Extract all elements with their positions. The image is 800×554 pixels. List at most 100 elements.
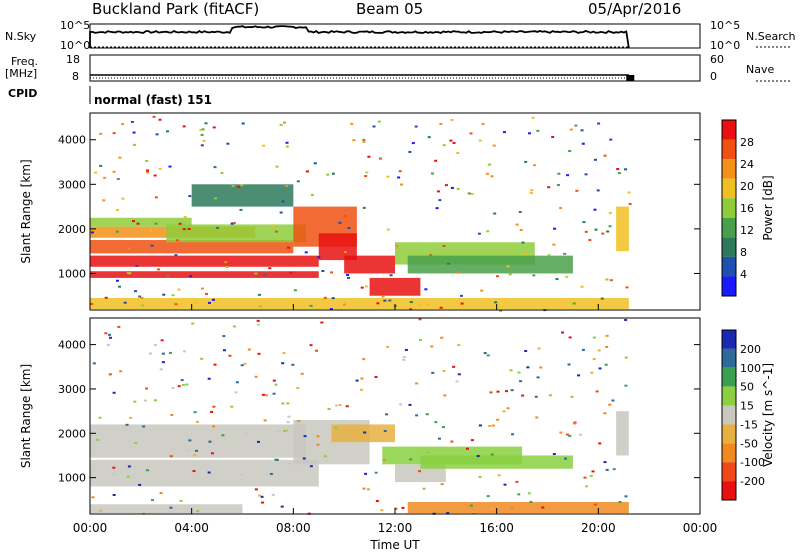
velocity-speckle bbox=[269, 472, 273, 475]
velocity-colorbar-tick: -100 bbox=[740, 456, 765, 469]
power-speckle bbox=[588, 238, 592, 241]
power-speckle bbox=[226, 142, 230, 145]
power-speckle bbox=[132, 131, 136, 134]
velocity-speckle bbox=[296, 387, 300, 390]
velocity-speckle bbox=[624, 384, 628, 387]
velocity-ylabel: Slant Range [km] bbox=[19, 364, 33, 468]
power-speckle bbox=[212, 126, 216, 129]
power-speckle bbox=[408, 150, 412, 153]
velocity-speckle bbox=[309, 344, 313, 347]
velocity-speckle bbox=[133, 400, 137, 403]
velocity-speckle bbox=[185, 383, 189, 386]
power-colorbar-segment bbox=[722, 217, 736, 238]
velocity-speckle bbox=[548, 394, 552, 397]
velocity-speckle bbox=[598, 367, 602, 370]
power-speckle bbox=[239, 208, 243, 211]
velocity-speckle bbox=[119, 370, 123, 373]
velocity-speckle bbox=[285, 429, 289, 432]
velocity-speckle bbox=[488, 424, 492, 427]
power-speckle bbox=[594, 228, 598, 231]
power-speckle bbox=[135, 264, 139, 267]
velocity-speckle bbox=[443, 394, 447, 397]
velocity-speckle bbox=[304, 461, 308, 464]
power-speckle bbox=[595, 304, 599, 307]
velocity-speckle bbox=[98, 416, 102, 419]
power-speckle bbox=[90, 231, 94, 234]
freq-tick-low: 8 bbox=[72, 70, 79, 83]
power-speckle bbox=[99, 132, 103, 135]
power-speckle bbox=[459, 294, 463, 297]
power-ytick-label: 1000 bbox=[58, 267, 86, 280]
velocity-speckle bbox=[380, 509, 384, 512]
velocity-speckle bbox=[291, 363, 295, 366]
velocity-colorbar-tick: -50 bbox=[740, 437, 758, 450]
freq-panel-frame bbox=[89, 54, 701, 82]
velocity-speckle bbox=[581, 348, 585, 351]
power-speckle bbox=[584, 230, 588, 233]
noise-panel-frame bbox=[89, 23, 701, 49]
power-speckle bbox=[439, 122, 443, 125]
velocity-ytick-label: 4000 bbox=[58, 339, 86, 352]
velocity-speckle bbox=[510, 389, 514, 392]
power-speckle bbox=[118, 156, 122, 159]
velocity-speckle bbox=[297, 420, 301, 423]
power-speckle bbox=[529, 191, 533, 194]
nsky-tick-low: 10^0 bbox=[60, 39, 91, 52]
power-speckle bbox=[414, 125, 418, 128]
velocity-speckle bbox=[300, 372, 304, 375]
velocity-speckle bbox=[278, 430, 282, 433]
power-speckle bbox=[557, 172, 561, 175]
power-speckle bbox=[126, 272, 130, 275]
velocity-echo-region-6 bbox=[420, 455, 573, 469]
velocity-colorbar-tick: 200 bbox=[740, 343, 761, 356]
velocity-speckle bbox=[159, 492, 163, 495]
velocity-speckle bbox=[527, 492, 531, 495]
power-speckle bbox=[469, 132, 473, 135]
power-speckle bbox=[193, 301, 197, 304]
power-speckle bbox=[581, 142, 585, 145]
velocity-speckle bbox=[209, 410, 213, 413]
velocity-speckle bbox=[418, 339, 422, 342]
velocity-colorbar-segment bbox=[722, 386, 736, 406]
velocity-speckle bbox=[425, 451, 429, 454]
power-echo-region-13 bbox=[191, 184, 294, 207]
power-colorbar-tick: 12 bbox=[740, 224, 754, 237]
power-speckle bbox=[388, 299, 392, 302]
power-speckle bbox=[565, 275, 569, 278]
power-speckle bbox=[331, 297, 335, 300]
velocity-speckle bbox=[159, 368, 163, 371]
velocity-speckle bbox=[271, 493, 275, 496]
velocity-speckle bbox=[559, 431, 563, 434]
velocity-speckle bbox=[457, 344, 461, 347]
cpid-value: normal (fast) 151 bbox=[94, 93, 212, 107]
power-speckle bbox=[452, 141, 456, 144]
power-speckle bbox=[532, 274, 536, 277]
velocity-colorbar-frame bbox=[721, 329, 737, 501]
velocity-speckle bbox=[430, 345, 434, 348]
power-speckle bbox=[200, 287, 204, 290]
power-speckle bbox=[274, 230, 278, 233]
velocity-speckle bbox=[315, 349, 319, 352]
power-speckle bbox=[141, 304, 145, 307]
power-speckle bbox=[627, 191, 631, 194]
velocity-speckle bbox=[490, 453, 494, 456]
power-echo-region-8 bbox=[344, 255, 395, 274]
velocity-speckle bbox=[604, 363, 608, 366]
velocity-speckle bbox=[230, 405, 234, 408]
power-echo-region-11 bbox=[407, 255, 573, 274]
velocity-speckle bbox=[264, 394, 268, 397]
velocity-speckle bbox=[539, 366, 543, 369]
velocity-speckle bbox=[418, 470, 422, 473]
velocity-speckle bbox=[470, 439, 474, 442]
power-speckle bbox=[597, 122, 601, 125]
velocity-speckle bbox=[465, 447, 469, 450]
power-speckle bbox=[174, 303, 178, 306]
velocity-speckle bbox=[146, 469, 150, 472]
velocity-echo-region-1 bbox=[90, 424, 307, 458]
power-speckle bbox=[477, 232, 481, 235]
power-speckle bbox=[383, 299, 387, 302]
power-speckle bbox=[364, 175, 368, 178]
power-speckle bbox=[257, 293, 261, 296]
velocity-speckle bbox=[109, 336, 113, 339]
